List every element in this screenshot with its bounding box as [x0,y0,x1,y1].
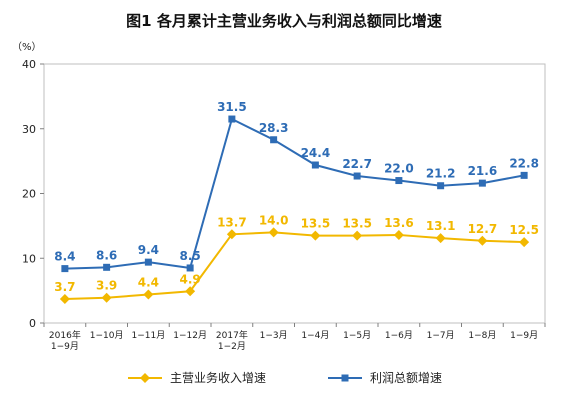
data-label: 22.0 [384,162,414,176]
data-label: 28.3 [259,121,289,135]
series-2-point [228,115,236,123]
data-label: 12.7 [468,222,498,236]
y-tick-label: 40 [22,58,36,71]
data-label: 4.9 [179,272,200,286]
legend-label-2: 利润总额增速 [370,371,442,385]
y-tick-label: 20 [22,188,36,201]
x-tick-label: 1−7月 [427,330,455,341]
x-tick-label: 1−3月 [260,330,288,341]
series-layer [59,115,530,305]
series-line-1 [64,231,525,301]
data-label: 13.5 [342,217,372,231]
x-tick-label: 1−4月 [301,330,329,341]
data-label: 9.4 [138,243,159,257]
series-1-point [519,237,530,248]
y-tick-label: 10 [22,252,36,265]
legend-label-1: 主营业务收入增速 [170,370,266,385]
series-1-point [477,235,488,246]
data-label: 8.6 [96,248,117,262]
data-label: 8.5 [179,249,200,263]
legend-marker-2 [341,374,349,382]
x-tick-label: 1−10月 [90,330,124,341]
x-tick-label: 1−6月 [385,330,413,341]
y-tick-label: 30 [22,123,36,136]
series-2-point [520,171,528,179]
series-2-point [437,182,445,190]
chart-title: 图1 各月累计主营业务收入与利润总额同比增速 [126,12,442,30]
series-2-point [311,161,319,169]
axes: 0 10 20 30 40 （%） 2016年 1−9月 1−10月 1−11月 1−12月 2017… [12,41,546,352]
series-2-point [478,179,486,187]
data-label: 13.7 [217,215,247,229]
series-1-point [185,286,196,297]
series-line-2 [64,117,525,270]
data-label: 31.5 [217,100,247,114]
data-label: 14.0 [259,213,289,227]
series-1-point [143,289,154,300]
x-tick-label: 1−8月 [468,330,496,341]
data-label: 8.4 [54,250,75,264]
data-label: 12.5 [509,223,539,237]
legend-marker-1 [140,373,150,383]
data-label: 21.2 [426,167,456,181]
data-label: 4.4 [138,276,159,290]
data-label: 13.5 [301,217,331,231]
series-2-point [61,265,69,273]
series-2-point [186,264,194,272]
x-tick-label: 1−9月 [510,330,538,341]
x-tick-label: 2016年 1−9月 [49,329,81,352]
y-tick-label: 0 [29,317,36,330]
series-1-point [268,227,279,238]
data-label: 24.4 [301,146,331,160]
data-label: 3.9 [96,279,117,293]
legend: 主营业务收入增速 利润总额增速 [128,370,442,385]
series-1-point [310,230,321,241]
series-1-point [59,294,70,305]
data-label: 13.6 [384,216,414,230]
data-label: 22.7 [342,157,372,171]
x-tick-label: 1−12月 [173,330,207,341]
series-1-point [226,229,237,240]
series-2-point [270,136,278,144]
plot-frame [43,63,546,324]
x-tick-label: 1−5月 [343,330,371,341]
series-2-point [395,177,403,185]
series-2-point [144,258,152,266]
x-tick-label: 2017年 1−2月 [216,329,248,352]
data-label: 21.6 [468,164,498,178]
series-1-point [435,233,446,244]
data-label: 3.7 [54,280,75,294]
series-2-point [353,172,361,180]
x-tick-label: 1−11月 [132,330,166,341]
series-1-point [101,292,112,303]
series-1-point [393,229,404,240]
y-unit-label: （%） [12,41,42,53]
data-labels: 3.7 3.9 4.4 4.9 13.7 14.0 13.5 13.5 13.6 13.1 12.7… [54,100,539,294]
series-1-point [352,230,363,241]
data-label: 13.1 [426,219,456,233]
data-label: 22.8 [509,156,539,170]
series-2-point [103,263,111,271]
